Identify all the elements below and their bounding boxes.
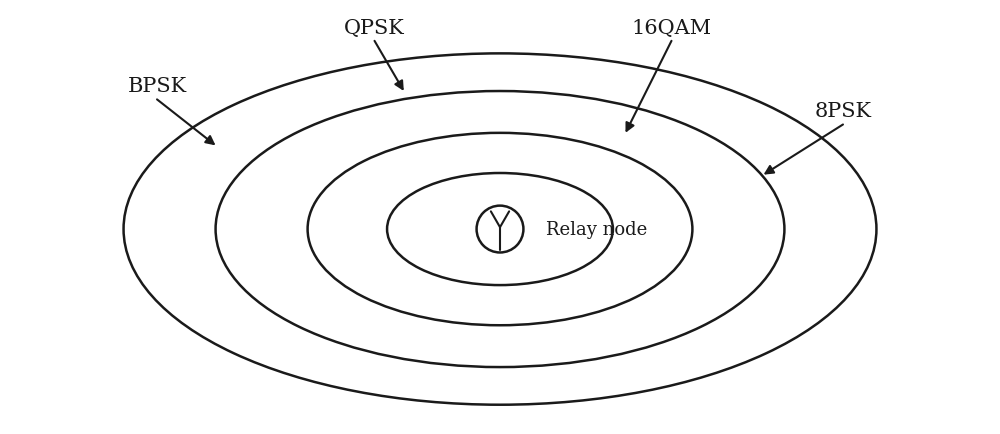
Text: 16QAM: 16QAM (631, 19, 711, 38)
Text: 8PSK: 8PSK (814, 102, 871, 121)
Text: Relay node: Relay node (546, 220, 647, 239)
Text: QPSK: QPSK (344, 19, 405, 38)
Text: BPSK: BPSK (127, 77, 187, 96)
